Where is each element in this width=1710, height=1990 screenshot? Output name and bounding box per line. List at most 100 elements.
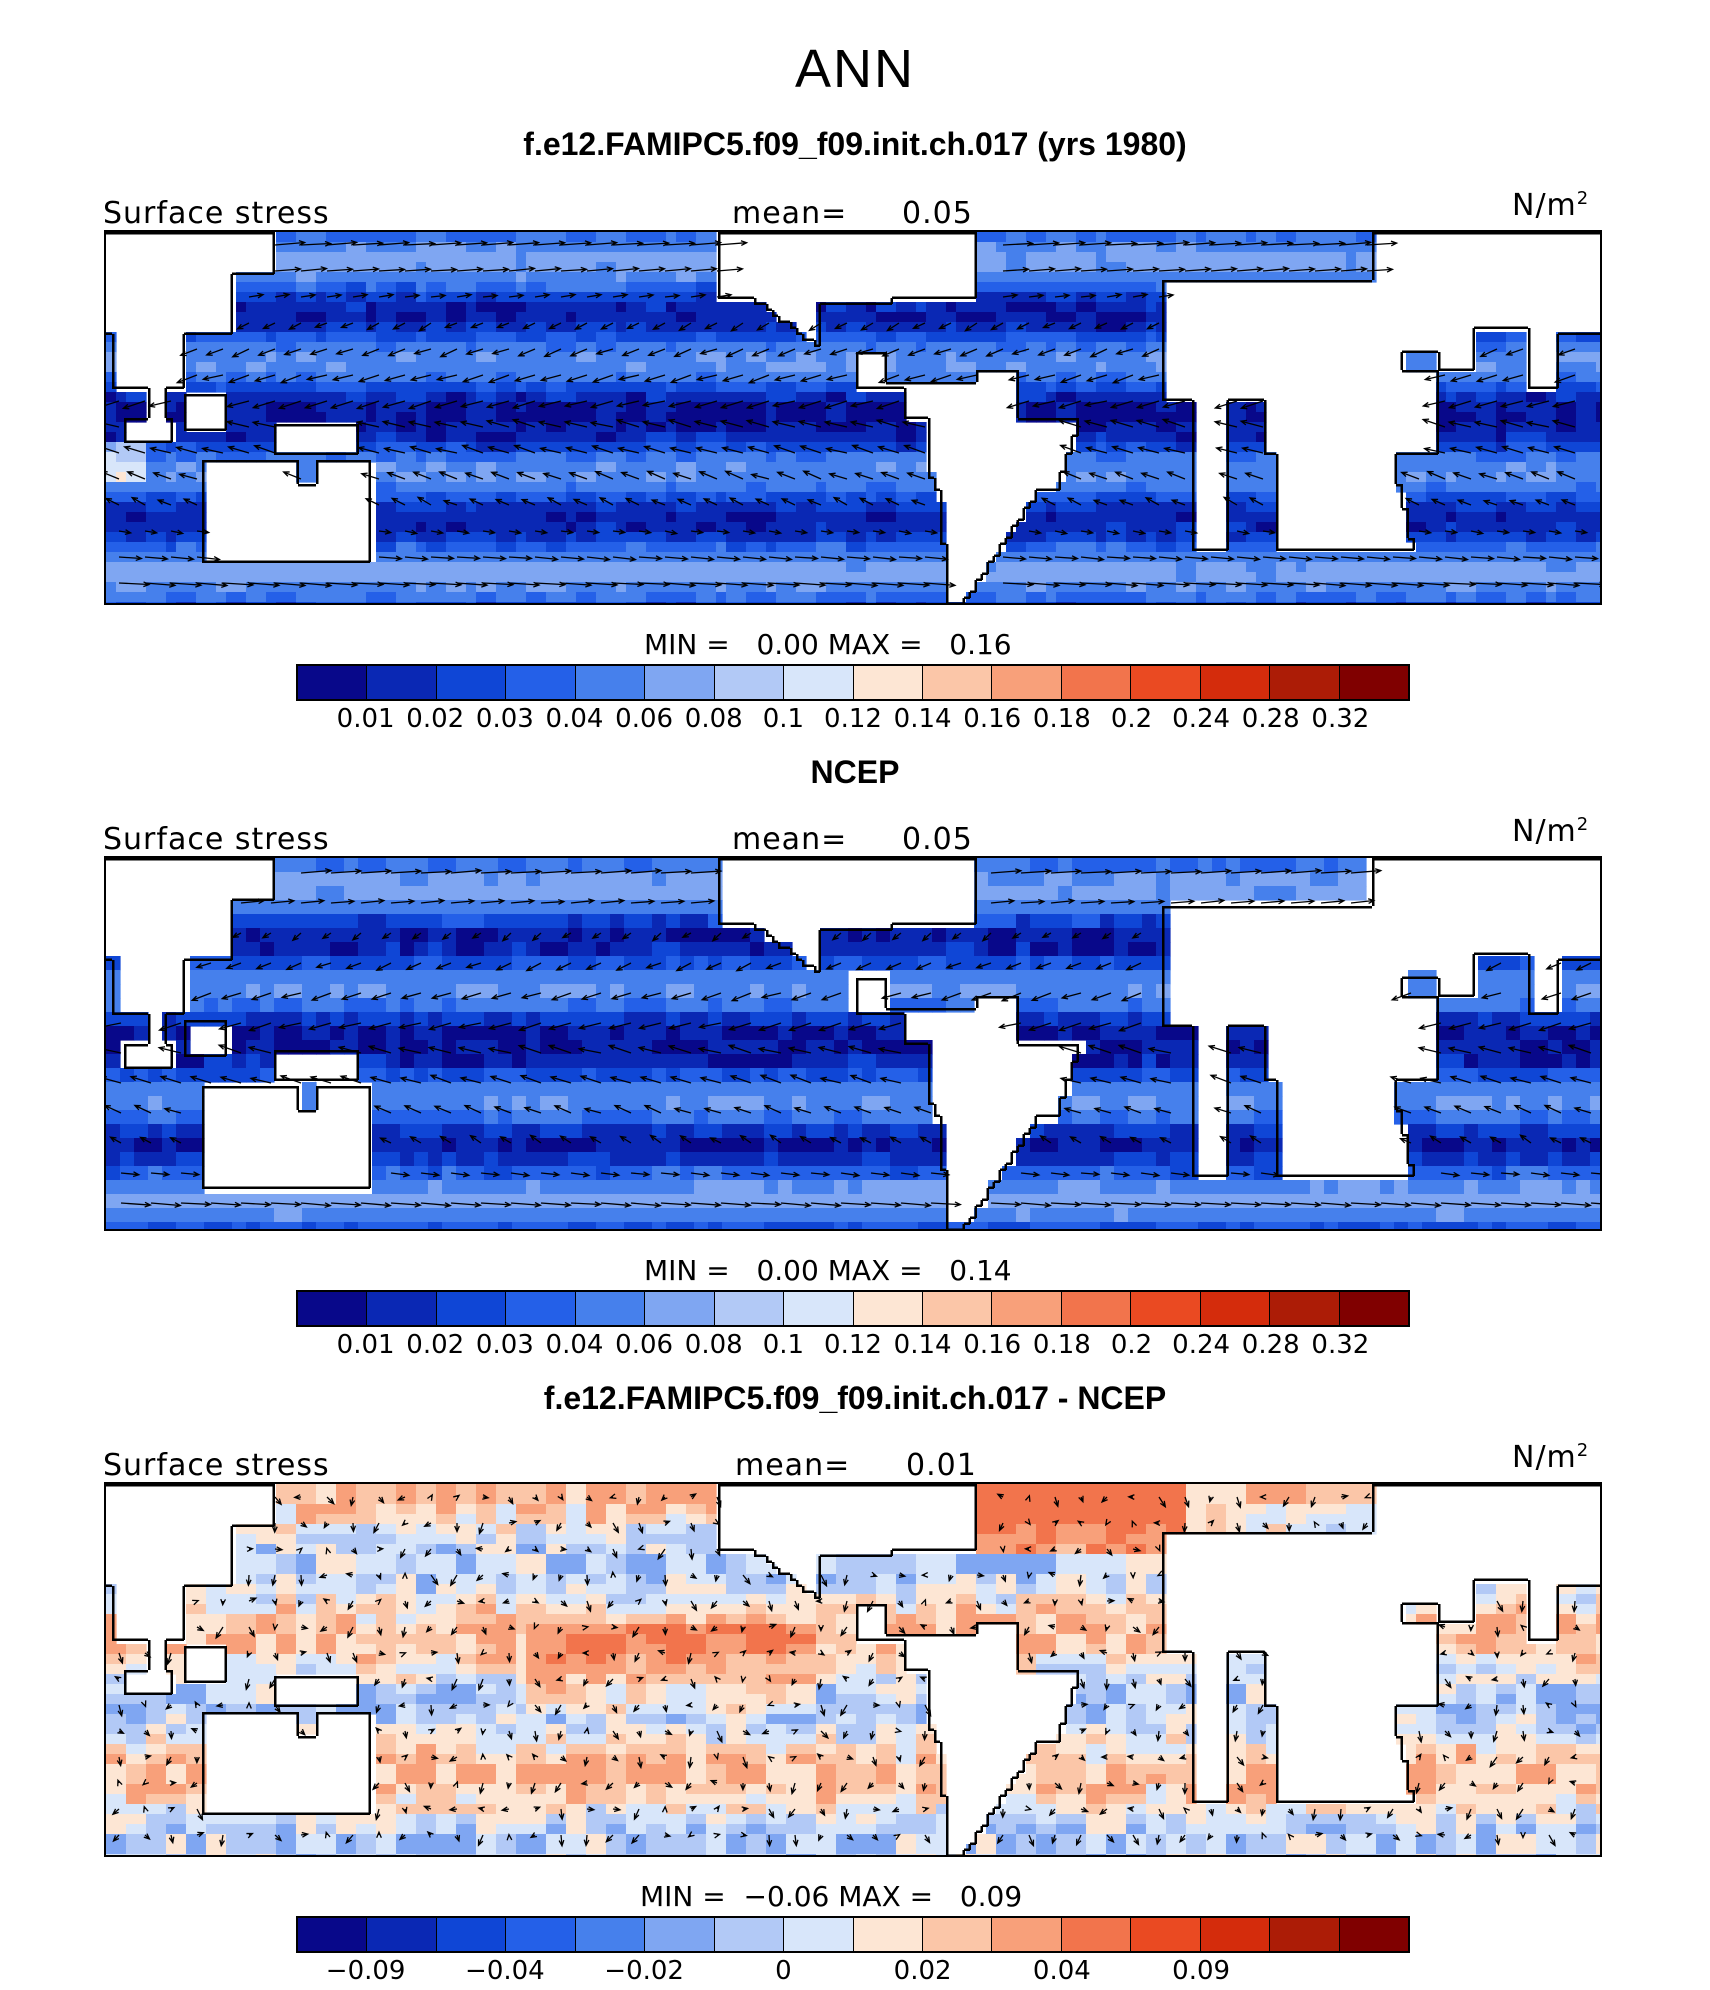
colorbar-tick-label: 0.04 [1033,1956,1091,1986]
colorbar-swatch [506,1918,575,1951]
panel-title: f.e12.FAMIPC5.f09_f09.init.ch.017 - NCEP [0,1380,1710,1417]
min-max-text: MIN = 0.00 MAX = 0.14 [644,1254,1012,1287]
colorbar-tick-label: 0 [775,1956,792,1986]
colorbar-swatch [923,1292,992,1325]
colorbar-swatch [367,1292,436,1325]
colorbar-tick-label: 0.12 [824,1330,882,1360]
colorbar-swatch [923,666,992,699]
colorbar-tick-label: 0.06 [615,704,673,734]
colorbar-swatch [437,1292,506,1325]
mean-value: 0.05 [902,822,973,857]
map-field [106,858,1600,1229]
colorbar-tick-label: 0.2 [1111,704,1152,734]
colorbar-swatch [298,1292,367,1325]
colorbar-tick-label: 0.28 [1242,1330,1300,1360]
colorbar-swatch [854,666,923,699]
colorbar-swatch [784,1918,853,1951]
colorbar-tick-label: 0.28 [1242,704,1300,734]
variable-label: Surface stress [103,822,330,857]
colorbar-swatch [1131,1292,1200,1325]
colorbar-tick-label: 0.02 [406,704,464,734]
colorbar-swatch [506,666,575,699]
colorbar-swatch [923,1918,992,1951]
colorbar-swatch [715,1292,784,1325]
colorbar-swatch [506,1292,575,1325]
colorbar-swatch [1062,666,1131,699]
colorbar-tick-label: 0.01 [337,1330,395,1360]
variable-label: Surface stress [103,1448,330,1483]
colorbar-swatch [367,1918,436,1951]
colorbar-swatch [992,1918,1061,1951]
min-max-text: MIN = 0.00 MAX = 0.16 [644,628,1012,661]
panel-title: NCEP [0,754,1710,791]
colorbar-swatch [1062,1918,1131,1951]
colorbar-swatch [784,1292,853,1325]
colorbar-swatch [1270,1918,1339,1951]
mean-label: mean= [735,1448,850,1483]
map-field [106,232,1600,603]
colorbar-tick-label: 0.16 [963,704,1021,734]
colorbar-tick-label: 0.03 [476,704,534,734]
units-label: N/m2 [1512,188,1589,223]
units-label: N/m2 [1512,814,1589,849]
colorbar-tick-label: 0.32 [1311,704,1369,734]
colorbar-tick-label: 0.01 [337,704,395,734]
colorbar-tick-label: 0.06 [615,1330,673,1360]
map-canvas [106,1484,1600,1855]
colorbar-swatch [437,666,506,699]
colorbar-tick-label: 0.24 [1172,704,1230,734]
colorbar-swatch [784,666,853,699]
colorbar-swatch [1270,666,1339,699]
colorbar-swatch [1062,1292,1131,1325]
colorbar-swatch [576,1292,645,1325]
colorbar-tick-label: 0.32 [1311,1330,1369,1360]
colorbar-swatch [992,666,1061,699]
colorbar-swatch [576,1918,645,1951]
map-plot [104,856,1602,1231]
colorbar-tick-label: 0.12 [824,704,882,734]
panel-title: f.e12.FAMIPC5.f09_f09.init.ch.017 (yrs 1… [0,126,1710,163]
colorbar-swatch [367,666,436,699]
colorbar-swatch [1201,666,1270,699]
colorbar-tick-label: 0.1 [763,704,804,734]
colorbar-tick-label: 0.2 [1111,1330,1152,1360]
colorbar-tick-label: 0.08 [685,1330,743,1360]
map-field [106,1484,1600,1855]
mean-label: mean= [732,822,847,857]
colorbar-tick-label: 0.04 [546,704,604,734]
colorbar-swatch [854,1918,923,1951]
colorbar-tick-label: 0.18 [1033,1330,1091,1360]
colorbar-swatch [645,666,714,699]
colorbar-swatch [298,666,367,699]
colorbar-tick-label: 0.1 [763,1330,804,1360]
colorbar-tick-label: 0.24 [1172,1330,1230,1360]
colorbar-swatch [645,1918,714,1951]
colorbar-swatch [854,1292,923,1325]
colorbar-swatch [1340,1918,1408,1951]
colorbar-swatch [1131,1918,1200,1951]
figure-title: ANN [0,38,1710,100]
colorbar-tick-label: 0.02 [894,1956,952,1986]
map-plot [104,230,1602,605]
colorbar-swatch [715,1918,784,1951]
colorbar-tick-label: 0.14 [894,704,952,734]
colorbar-tick-label: −0.02 [604,1956,684,1986]
colorbar-swatch [1340,1292,1408,1325]
mean-value: 0.05 [902,196,973,231]
min-max-text: MIN = −0.06 MAX = 0.09 [640,1880,1022,1913]
colorbar-swatch [437,1918,506,1951]
colorbar [296,1916,1410,1953]
mean-value: 0.01 [906,1448,977,1483]
colorbar-swatch [715,666,784,699]
colorbar [296,1290,1410,1327]
colorbar [296,664,1410,701]
colorbar-swatch [1270,1292,1339,1325]
colorbar-tick-label: −0.04 [465,1956,545,1986]
colorbar-swatch [1340,666,1408,699]
map-canvas [106,858,1600,1229]
colorbar-tick-label: 0.14 [894,1330,952,1360]
colorbar-tick-label: 0.04 [546,1330,604,1360]
mean-label: mean= [732,196,847,231]
